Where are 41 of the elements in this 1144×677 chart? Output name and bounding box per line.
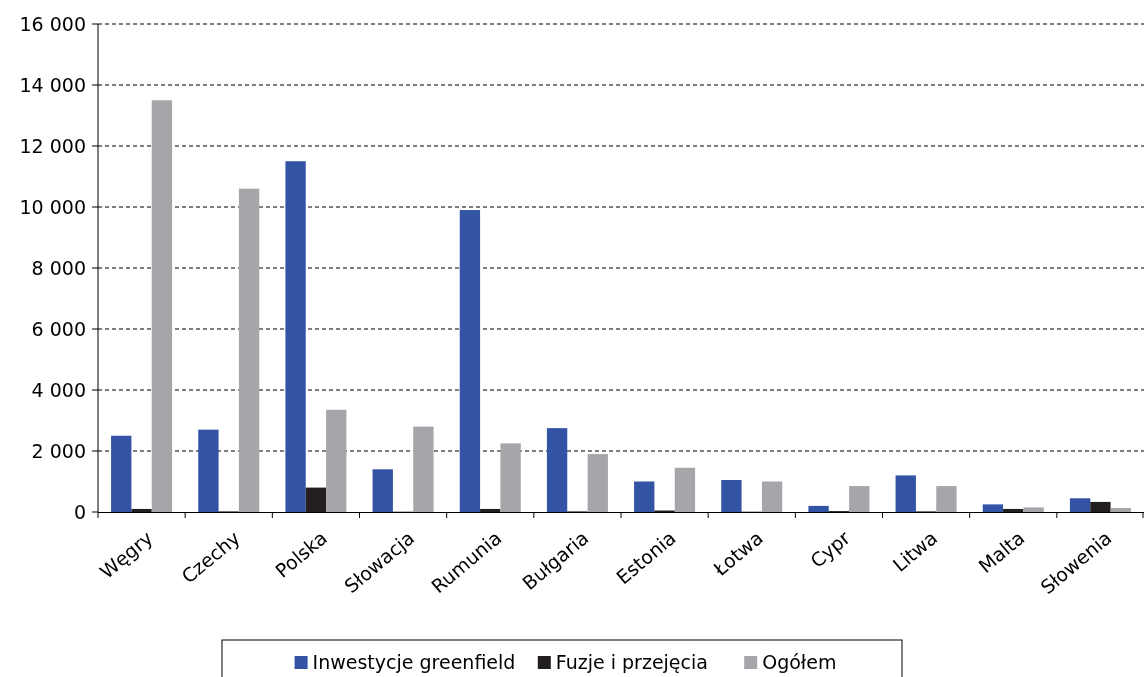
bar: [808, 505, 829, 512]
bar: [1069, 498, 1091, 512]
legend-label: Inwestycje greenfield: [312, 650, 516, 673]
bar: [285, 161, 306, 512]
bar: [238, 188, 260, 512]
bar: [634, 481, 655, 512]
y-tick-label: 10 000: [19, 195, 86, 218]
y-tick-label: 4 000: [31, 378, 86, 401]
bar: [413, 426, 434, 512]
bar: [849, 486, 870, 512]
bar: [895, 475, 916, 512]
bar: [480, 508, 501, 512]
y-tick-label: 6 000: [31, 317, 86, 340]
bar: [459, 210, 481, 512]
bar: [1023, 507, 1044, 512]
bar: [111, 435, 132, 512]
legend-label: Ogółem: [762, 650, 837, 673]
bar: [982, 504, 1004, 512]
y-tick-label: 0: [73, 500, 86, 523]
legend-label: Fuzje i przejęcia: [555, 650, 708, 673]
y-tick-label: 2 000: [31, 439, 86, 462]
y-tick-label: 8 000: [31, 256, 86, 279]
bar: [305, 487, 327, 512]
bar: [674, 467, 696, 512]
bar: [546, 428, 568, 512]
y-tick-label: 14 000: [19, 73, 86, 96]
bar: [1110, 508, 1131, 512]
bar: [721, 479, 742, 512]
bar: [761, 481, 783, 512]
bar: [587, 454, 608, 512]
y-tick-label: 12 000: [19, 134, 86, 157]
bar: [1090, 501, 1111, 512]
bar: [131, 508, 152, 512]
bar: [198, 429, 219, 512]
bar: [500, 443, 521, 512]
bar: [936, 486, 957, 512]
bar: [1003, 508, 1024, 512]
bar: [151, 100, 173, 512]
bar: [326, 409, 347, 512]
y-tick-label: 16 000: [19, 12, 86, 35]
bar: [372, 469, 393, 512]
